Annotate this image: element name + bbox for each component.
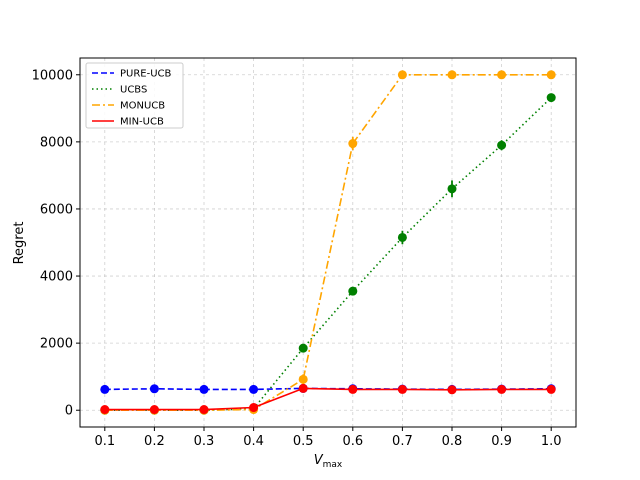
data-point — [298, 383, 308, 393]
data-point — [447, 385, 457, 395]
x-axis-label-sub: max — [323, 460, 343, 470]
data-point — [100, 384, 110, 394]
y-axis-label: Regret — [12, 222, 27, 265]
data-point — [298, 343, 308, 353]
data-point — [199, 384, 209, 394]
legend-box — [85, 62, 184, 129]
legend-label: MONUCB — [120, 101, 165, 112]
series-line — [104, 74, 552, 412]
data-point — [348, 286, 358, 296]
x-tick-label: 0.4 — [243, 434, 264, 449]
data-point — [546, 93, 556, 103]
data-point — [447, 70, 457, 80]
x-tick-label: 1.0 — [541, 434, 562, 449]
series-line — [104, 387, 552, 411]
x-tick-label: 0.3 — [194, 434, 215, 449]
data-point — [298, 374, 308, 384]
series-line — [104, 97, 552, 412]
data-point — [546, 70, 556, 80]
data-point — [149, 405, 159, 415]
legend: PURE-UCB UCBS MONUCB MIN-UCB — [85, 62, 184, 129]
legend-label: MIN-UCB — [120, 117, 164, 128]
x-tick-label: 0.8 — [442, 434, 463, 449]
data-point — [348, 139, 358, 149]
x-tick-label: 0.5 — [293, 434, 314, 449]
data-point — [546, 384, 556, 394]
data-point — [447, 184, 457, 194]
legend-label: PURE-UCB — [120, 69, 172, 80]
data-point — [199, 405, 209, 415]
x-tick-label: 0.6 — [342, 434, 363, 449]
data-point — [397, 384, 407, 394]
data-point — [100, 405, 110, 415]
plot-frame — [79, 57, 577, 428]
y-tick-label: 4000 — [40, 270, 73, 285]
data-point — [249, 403, 259, 413]
y-tick-label: 2000 — [40, 337, 73, 352]
data-point — [348, 384, 358, 394]
data-point — [397, 70, 407, 80]
y-tick-label: 6000 — [40, 202, 73, 217]
data-point — [497, 140, 507, 150]
x-tick-label: 0.1 — [94, 434, 115, 449]
grid-lines — [80, 58, 576, 427]
legend-label: UCBS — [120, 85, 147, 96]
x-axis-label: Vmax — [314, 453, 343, 470]
y-tick-label: 8000 — [40, 135, 73, 150]
x-axis-label-main: V — [314, 453, 324, 468]
data-point — [149, 384, 159, 394]
x-tick-label: 0.7 — [392, 434, 413, 449]
data-point — [397, 232, 407, 242]
x-tick-label: 0.9 — [491, 434, 512, 449]
y-tick-label: 10000 — [32, 68, 73, 83]
data-point — [497, 70, 507, 80]
series-min-ucb — [100, 383, 556, 415]
x-tick-label: 0.2 — [144, 434, 165, 449]
series-layer — [100, 70, 556, 415]
series-ucbs — [100, 93, 556, 415]
data-point — [249, 384, 259, 394]
data-point — [497, 384, 507, 394]
axis-ticks: 0.1 0.2 0.3 0.4 0.5 0.6 0.7 0.8 0.9 1.0 0 2000 4000 6… — [32, 68, 562, 449]
y-tick-label: 0 — [65, 404, 73, 419]
